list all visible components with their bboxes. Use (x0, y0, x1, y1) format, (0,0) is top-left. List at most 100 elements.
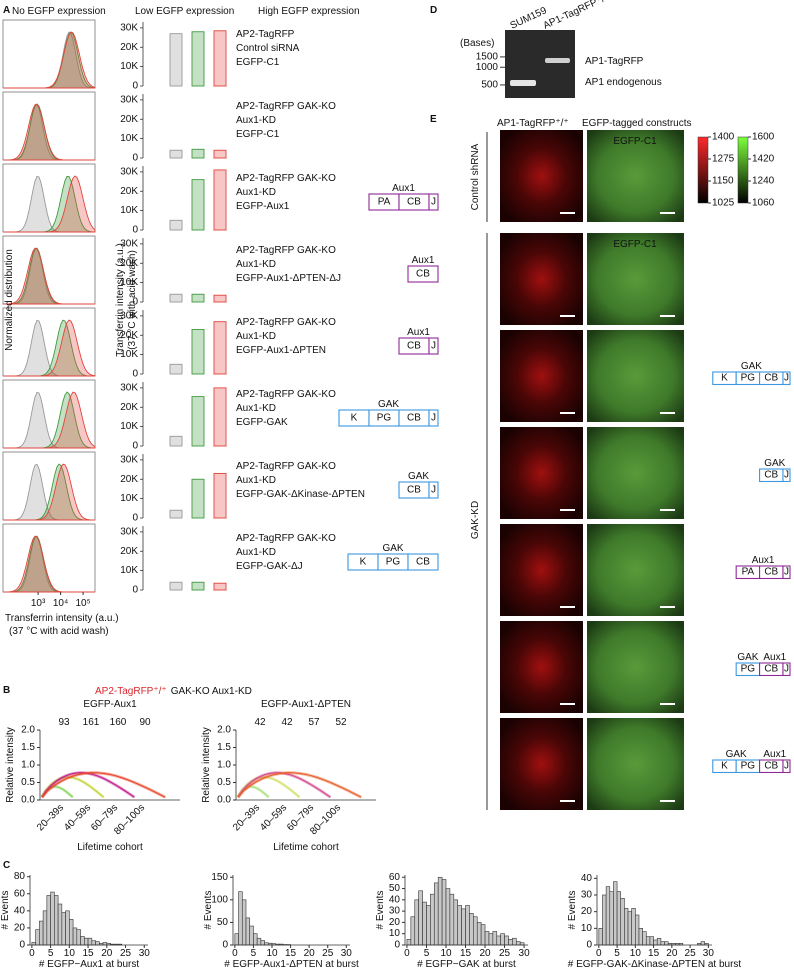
histogram-bar (245, 917, 251, 946)
green-micrograph (587, 718, 684, 810)
green-micrograph (587, 233, 684, 325)
x-tick-label: 20 (666, 948, 678, 959)
histogram-bar (260, 940, 265, 946)
panel-b-title: AP2-TagRFP⁺/⁺ GAK-KO Aux1-KD (95, 686, 252, 697)
y-tick-label: 20 (389, 917, 401, 928)
y-tick-label: 0 (132, 153, 138, 164)
x-tick-label: 15 (648, 948, 660, 959)
construct-title: GAK (382, 543, 403, 554)
domain-label: PA (742, 567, 755, 578)
y-tick-label: 0.5 (21, 777, 35, 788)
domain-label: CB (416, 557, 430, 568)
cohort-curve (41, 772, 166, 798)
histogram-bar (449, 893, 455, 946)
histogram-bar (609, 891, 614, 946)
bar (169, 509, 183, 519)
bar (191, 396, 205, 447)
panel-label: B (3, 685, 10, 696)
domain-box (782, 662, 791, 677)
count-label: 160 (110, 717, 127, 728)
histogram-bar (500, 933, 505, 946)
y-tick-label: 20K (120, 42, 138, 53)
y-tick-label: 30K (120, 238, 138, 249)
histogram-bar (241, 899, 247, 946)
domain-label: K (351, 413, 358, 424)
histogram-bar (461, 908, 466, 946)
y-tick-label: 30K (120, 454, 138, 465)
construct-title: GAK (408, 471, 429, 482)
y-tick-label: 50 (217, 917, 229, 928)
histogram-bar (484, 931, 490, 946)
y-tick-label: 20K (120, 186, 138, 197)
y-tick-label: 30K (120, 94, 138, 105)
condition-label: AP2-TagRFP GAK-KO (236, 389, 336, 400)
x-tick-label: 25 (322, 948, 334, 959)
domain-label: J (431, 485, 436, 496)
histogram-bar (422, 901, 427, 946)
panel-label: A (3, 5, 10, 16)
construct-title: GAK (378, 399, 399, 410)
construct-title: GAK (737, 652, 758, 663)
y-label: # Events (0, 891, 11, 930)
histogram-bar (649, 936, 654, 946)
histogram-bar (480, 924, 486, 946)
gel-y-label: (Bases) (460, 38, 494, 49)
domain-box (782, 759, 791, 774)
histogram-bar (95, 941, 100, 946)
legend-label: High EGFP expression (258, 6, 360, 17)
condition-label: AP2-TagRFP GAK-KO (236, 245, 336, 256)
bar (169, 293, 183, 303)
histogram-bar (660, 941, 665, 946)
condition-label: AP2-TagRFP (236, 29, 295, 40)
flow-x-tick-label: 10⁵ (75, 598, 90, 609)
condition-label: Aux1-KD (236, 115, 276, 126)
histogram-bar (57, 903, 63, 946)
cohort-curve (237, 772, 362, 798)
bar (169, 435, 183, 447)
x-label: Lifetime cohort (77, 842, 143, 853)
domain-box (407, 265, 439, 283)
histogram-bar (504, 935, 509, 946)
y-tick-label: 0.0 (21, 795, 35, 806)
histogram-bar (406, 939, 412, 946)
colorbar-tick-label: 1420 (752, 154, 775, 165)
condition-label: Aux1-KD (236, 547, 276, 558)
domain-label: K (360, 557, 367, 568)
y-tick-label: 100 (211, 894, 228, 905)
x-tick-label: 20 (101, 948, 113, 959)
flow-x-tick-label: 10³ (31, 598, 46, 609)
gel-tick-label: 1000 (476, 62, 499, 73)
gel-tick-label: 500 (481, 79, 498, 90)
y-tick-label: 1.5 (217, 742, 231, 753)
histogram-bar (80, 936, 85, 946)
histogram-bar (624, 908, 629, 946)
count-label: 161 (83, 717, 100, 728)
red-micrograph (500, 427, 583, 519)
domain-box (782, 468, 791, 483)
flow-histogram (3, 391, 96, 449)
y-tick-label: 0 (132, 297, 138, 308)
domain-label: J (784, 373, 789, 384)
histogram-bar (457, 905, 462, 946)
histogram-bar (256, 937, 262, 946)
histogram-bar (642, 931, 647, 946)
domain-label: J (784, 761, 789, 772)
panel-label: D (430, 5, 437, 16)
count-label: 57 (308, 717, 320, 728)
histogram-bar (50, 891, 55, 946)
x-label: # EGFP-Aux1-ΔPTEN at burst (224, 959, 359, 970)
plot-title: EGFP-Aux1 (83, 699, 137, 710)
bar (213, 387, 227, 447)
y-tick-label: 30K (120, 526, 138, 537)
domain-label: CB (407, 413, 421, 424)
x-tick-label: 0 (404, 948, 410, 959)
bar (169, 33, 183, 87)
x-tick-label: 25 (120, 948, 132, 959)
y-tick-label: 10K (120, 133, 138, 144)
histogram-bar (61, 912, 66, 946)
y-label: # Events (567, 891, 578, 930)
x-tick-label: 5 (48, 948, 54, 959)
cohort-curve (237, 776, 300, 798)
x-tick-label: 20 (304, 948, 316, 959)
construct-title: Aux1 (763, 652, 786, 663)
